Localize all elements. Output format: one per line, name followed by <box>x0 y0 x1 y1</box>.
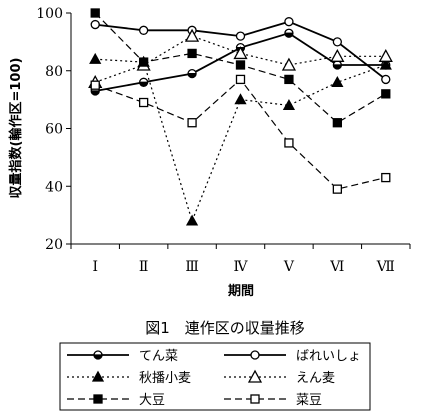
legend-item: てん菜 <box>67 349 178 364</box>
marker-triangle <box>331 75 344 87</box>
chart-title: 図1 連作区の収量推移 <box>145 319 305 337</box>
x-tick-label: Ⅶ <box>376 259 395 275</box>
marker-circle-fill <box>139 82 148 87</box>
marker-circle <box>138 25 149 35</box>
x-tick-label: Ⅲ <box>185 259 199 275</box>
axes: 20 40 60 80 100 Ⅰ Ⅱ Ⅲ Ⅳ Ⅴ Ⅵ Ⅶ <box>36 6 411 275</box>
legend-item: 大豆 <box>67 393 165 408</box>
marker-circle <box>250 350 260 360</box>
marker-triangle <box>379 58 392 70</box>
marker-circle-fill <box>188 73 197 78</box>
y-axis-title: 収量指数(輪作区=100) <box>8 58 24 199</box>
x-tick-label: Ⅴ <box>283 259 295 275</box>
x-tick-label: Ⅱ <box>139 259 149 275</box>
y-tick-label: 60 <box>45 122 63 138</box>
marker-triangle <box>184 28 200 42</box>
y-tick-label: 20 <box>45 237 63 253</box>
marker-triangle <box>281 57 297 71</box>
series-markers-2 <box>90 17 391 85</box>
marker-circle <box>284 17 294 27</box>
marker-circle-fill <box>333 64 342 69</box>
y-tick-label: 100 <box>36 6 63 22</box>
legend-label: てん菜 <box>139 349 178 364</box>
marker-square <box>250 394 260 404</box>
marker-circle <box>235 31 246 41</box>
marker-square <box>138 57 149 67</box>
legend-label: 秋播小麦 <box>139 371 191 386</box>
marker-square <box>90 8 100 18</box>
legend-label: えん麦 <box>296 371 335 386</box>
x-tick-label: Ⅰ <box>92 259 98 275</box>
x-axis-title: 期間 <box>228 284 254 299</box>
series-markers-6 <box>90 74 391 194</box>
marker-square <box>284 74 294 85</box>
marker-circle <box>332 37 343 47</box>
legend-item: ばれいしょ <box>224 349 361 364</box>
legend-label: ばれいしょ <box>296 349 361 364</box>
y-tick-label: 40 <box>45 179 63 195</box>
marker-square <box>235 60 246 70</box>
marker-triangle <box>185 214 199 226</box>
legend-item: えん麦 <box>224 369 335 386</box>
marker-triangle <box>91 370 105 382</box>
legend-item: 菜豆 <box>224 393 322 408</box>
marker-triangle <box>330 48 345 62</box>
marker-square <box>138 97 149 108</box>
marker-square <box>284 138 294 148</box>
legend-label: 大豆 <box>139 393 165 408</box>
marker-triangle <box>282 99 296 111</box>
marker-square <box>187 118 197 128</box>
y-tick-label: 80 <box>45 64 63 80</box>
marker-square <box>332 184 343 194</box>
marker-square <box>381 172 391 183</box>
marker-square <box>187 48 197 59</box>
marker-triangle <box>89 52 102 64</box>
marker-circle-fill <box>284 33 293 38</box>
marker-square <box>93 394 103 404</box>
marker-triangle <box>233 46 248 60</box>
marker-square <box>235 74 246 85</box>
marker-square <box>332 118 343 128</box>
marker-triangle <box>378 48 393 62</box>
marker-circle-fill <box>94 355 102 359</box>
marker-circle-fill <box>91 90 100 95</box>
x-tick-label: Ⅵ <box>329 259 344 275</box>
marker-triangle <box>234 93 247 105</box>
marker-circle <box>381 74 391 85</box>
marker-square <box>90 80 100 90</box>
legend-item: 秋播小麦 <box>67 370 191 386</box>
marker-square <box>381 89 391 99</box>
marker-circle <box>90 19 100 30</box>
series-markers-5 <box>90 8 391 128</box>
series-layer <box>88 8 393 226</box>
x-tick-label: Ⅳ <box>234 259 249 275</box>
marker-triangle <box>247 369 263 383</box>
series-markers-3 <box>89 52 392 226</box>
legend-label: 菜豆 <box>296 393 322 408</box>
